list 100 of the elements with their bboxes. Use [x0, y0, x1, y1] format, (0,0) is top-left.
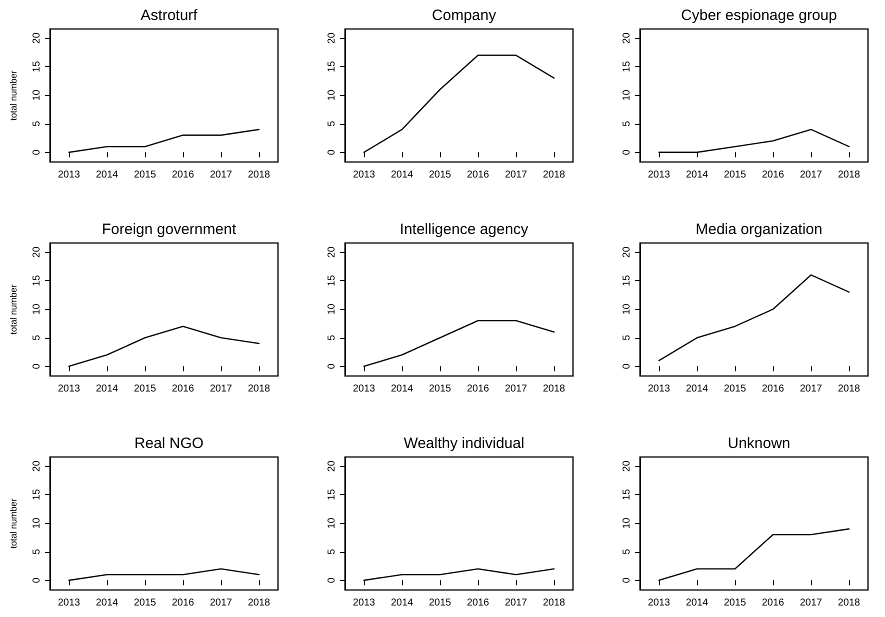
- x-tick-label: 2018: [542, 170, 566, 180]
- x-tick-label: 2015: [428, 598, 452, 608]
- y-tick-label: 20: [622, 32, 632, 44]
- y-tick-label: 5: [32, 120, 42, 127]
- x-tick-label: 2018: [248, 598, 271, 608]
- y-tick-label: 10: [32, 89, 42, 101]
- y-tick-label: 20: [326, 460, 338, 472]
- y-tick-label: 5: [622, 120, 632, 127]
- y-tick-label: 10: [622, 303, 632, 315]
- x-tick-label: 2016: [762, 384, 785, 394]
- x-tick-label: 2017: [504, 598, 528, 608]
- y-tick-label: 10: [32, 517, 42, 529]
- y-tick-label: 5: [32, 334, 42, 341]
- y-axis-title: total number: [8, 284, 18, 335]
- x-tick-label: 2014: [686, 170, 709, 180]
- x-tick-label: 2014: [686, 598, 709, 608]
- y-tick-label: 0: [326, 363, 338, 370]
- y-tick-label: 15: [622, 488, 632, 500]
- x-tick-label: 2013: [648, 170, 671, 180]
- y-tick-label: 15: [32, 274, 42, 286]
- y-tick-label: 10: [326, 303, 338, 315]
- chart-title: Real NGO: [134, 435, 204, 452]
- y-tick-label: 10: [32, 303, 42, 315]
- x-tick-label: 2017: [504, 170, 528, 180]
- x-tick-label: 2018: [838, 384, 861, 394]
- x-tick-label: 2016: [172, 384, 195, 394]
- x-tick-label: 2017: [800, 598, 823, 608]
- x-tick-label: 2016: [762, 170, 785, 180]
- y-tick-label: 20: [326, 32, 338, 44]
- y-tick-label: 5: [326, 548, 338, 555]
- x-tick-label: 2015: [134, 384, 157, 394]
- y-tick-label: 0: [32, 149, 42, 156]
- x-tick-label: 2013: [648, 598, 671, 608]
- chart-title: Intelligence agency: [400, 221, 529, 238]
- y-tick-label: 5: [326, 120, 338, 127]
- x-tick-label: 2018: [542, 598, 566, 608]
- x-tick-label: 2013: [58, 384, 81, 394]
- x-tick-label: 2014: [96, 170, 119, 180]
- x-tick-label: 2015: [724, 170, 747, 180]
- x-tick-label: 2015: [724, 598, 747, 608]
- y-tick-label: 10: [622, 89, 632, 101]
- x-tick-label: 2015: [428, 170, 452, 180]
- x-tick-label: 2015: [724, 384, 747, 394]
- x-tick-label: 2018: [838, 170, 861, 180]
- y-tick-label: 15: [326, 488, 338, 500]
- y-tick-label: 15: [32, 60, 42, 72]
- x-tick-label: 2016: [466, 384, 490, 394]
- y-tick-label: 20: [32, 32, 42, 44]
- y-tick-label: 0: [622, 363, 632, 370]
- chart-title: Cyber espionage group: [681, 7, 837, 24]
- x-tick-label: 2016: [762, 598, 785, 608]
- y-tick-label: 10: [326, 517, 338, 529]
- y-tick-label: 0: [326, 577, 338, 584]
- x-tick-label: 2015: [134, 170, 157, 180]
- x-tick-label: 2014: [686, 384, 709, 394]
- y-tick-label: 5: [622, 334, 632, 341]
- x-tick-label: 2013: [352, 598, 376, 608]
- y-axis-title: total number: [8, 70, 18, 121]
- x-tick-label: 2017: [210, 598, 233, 608]
- y-tick-label: 15: [326, 60, 338, 72]
- x-tick-label: 2016: [466, 598, 490, 608]
- y-tick-label: 20: [622, 246, 632, 258]
- x-tick-label: 2014: [96, 384, 119, 394]
- y-tick-label: 0: [622, 577, 632, 584]
- y-tick-label: 15: [622, 274, 632, 286]
- y-tick-label: 10: [622, 517, 632, 529]
- x-tick-label: 2016: [466, 170, 490, 180]
- x-tick-label: 2014: [390, 384, 414, 394]
- x-tick-label: 2018: [838, 598, 861, 608]
- x-tick-label: 2013: [58, 170, 81, 180]
- y-tick-label: 5: [326, 334, 338, 341]
- chart-title: Wealthy individual: [404, 435, 524, 452]
- x-tick-label: 2015: [428, 384, 452, 394]
- y-tick-label: 15: [326, 274, 338, 286]
- chart-title: Company: [432, 7, 497, 24]
- x-tick-label: 2013: [352, 170, 376, 180]
- y-tick-label: 20: [326, 246, 338, 258]
- line-series: [658, 274, 850, 362]
- x-tick-label: 2015: [134, 598, 157, 608]
- x-tick-label: 2013: [352, 384, 376, 394]
- y-tick-label: 15: [622, 60, 632, 72]
- x-tick-label: 2016: [172, 598, 195, 608]
- x-tick-label: 2018: [248, 170, 271, 180]
- chart-title: Media organization: [696, 221, 822, 238]
- chart-title: Foreign government: [102, 221, 237, 238]
- y-tick-label: 5: [622, 548, 632, 555]
- y-tick-label: 0: [32, 363, 42, 370]
- x-tick-label: 2018: [248, 384, 271, 394]
- y-tick-label: 0: [32, 577, 42, 584]
- y-tick-label: 0: [326, 149, 338, 156]
- x-tick-label: 2016: [172, 170, 195, 180]
- y-tick-label: 20: [622, 460, 632, 472]
- x-tick-label: 2017: [504, 384, 528, 394]
- x-tick-label: 2017: [210, 170, 233, 180]
- x-tick-label: 2014: [390, 598, 414, 608]
- x-tick-label: 2014: [96, 598, 119, 608]
- y-tick-label: 20: [32, 246, 42, 258]
- chart-title: Astroturf: [140, 7, 198, 24]
- y-tick-label: 10: [326, 89, 338, 101]
- y-tick-label: 5: [32, 548, 42, 555]
